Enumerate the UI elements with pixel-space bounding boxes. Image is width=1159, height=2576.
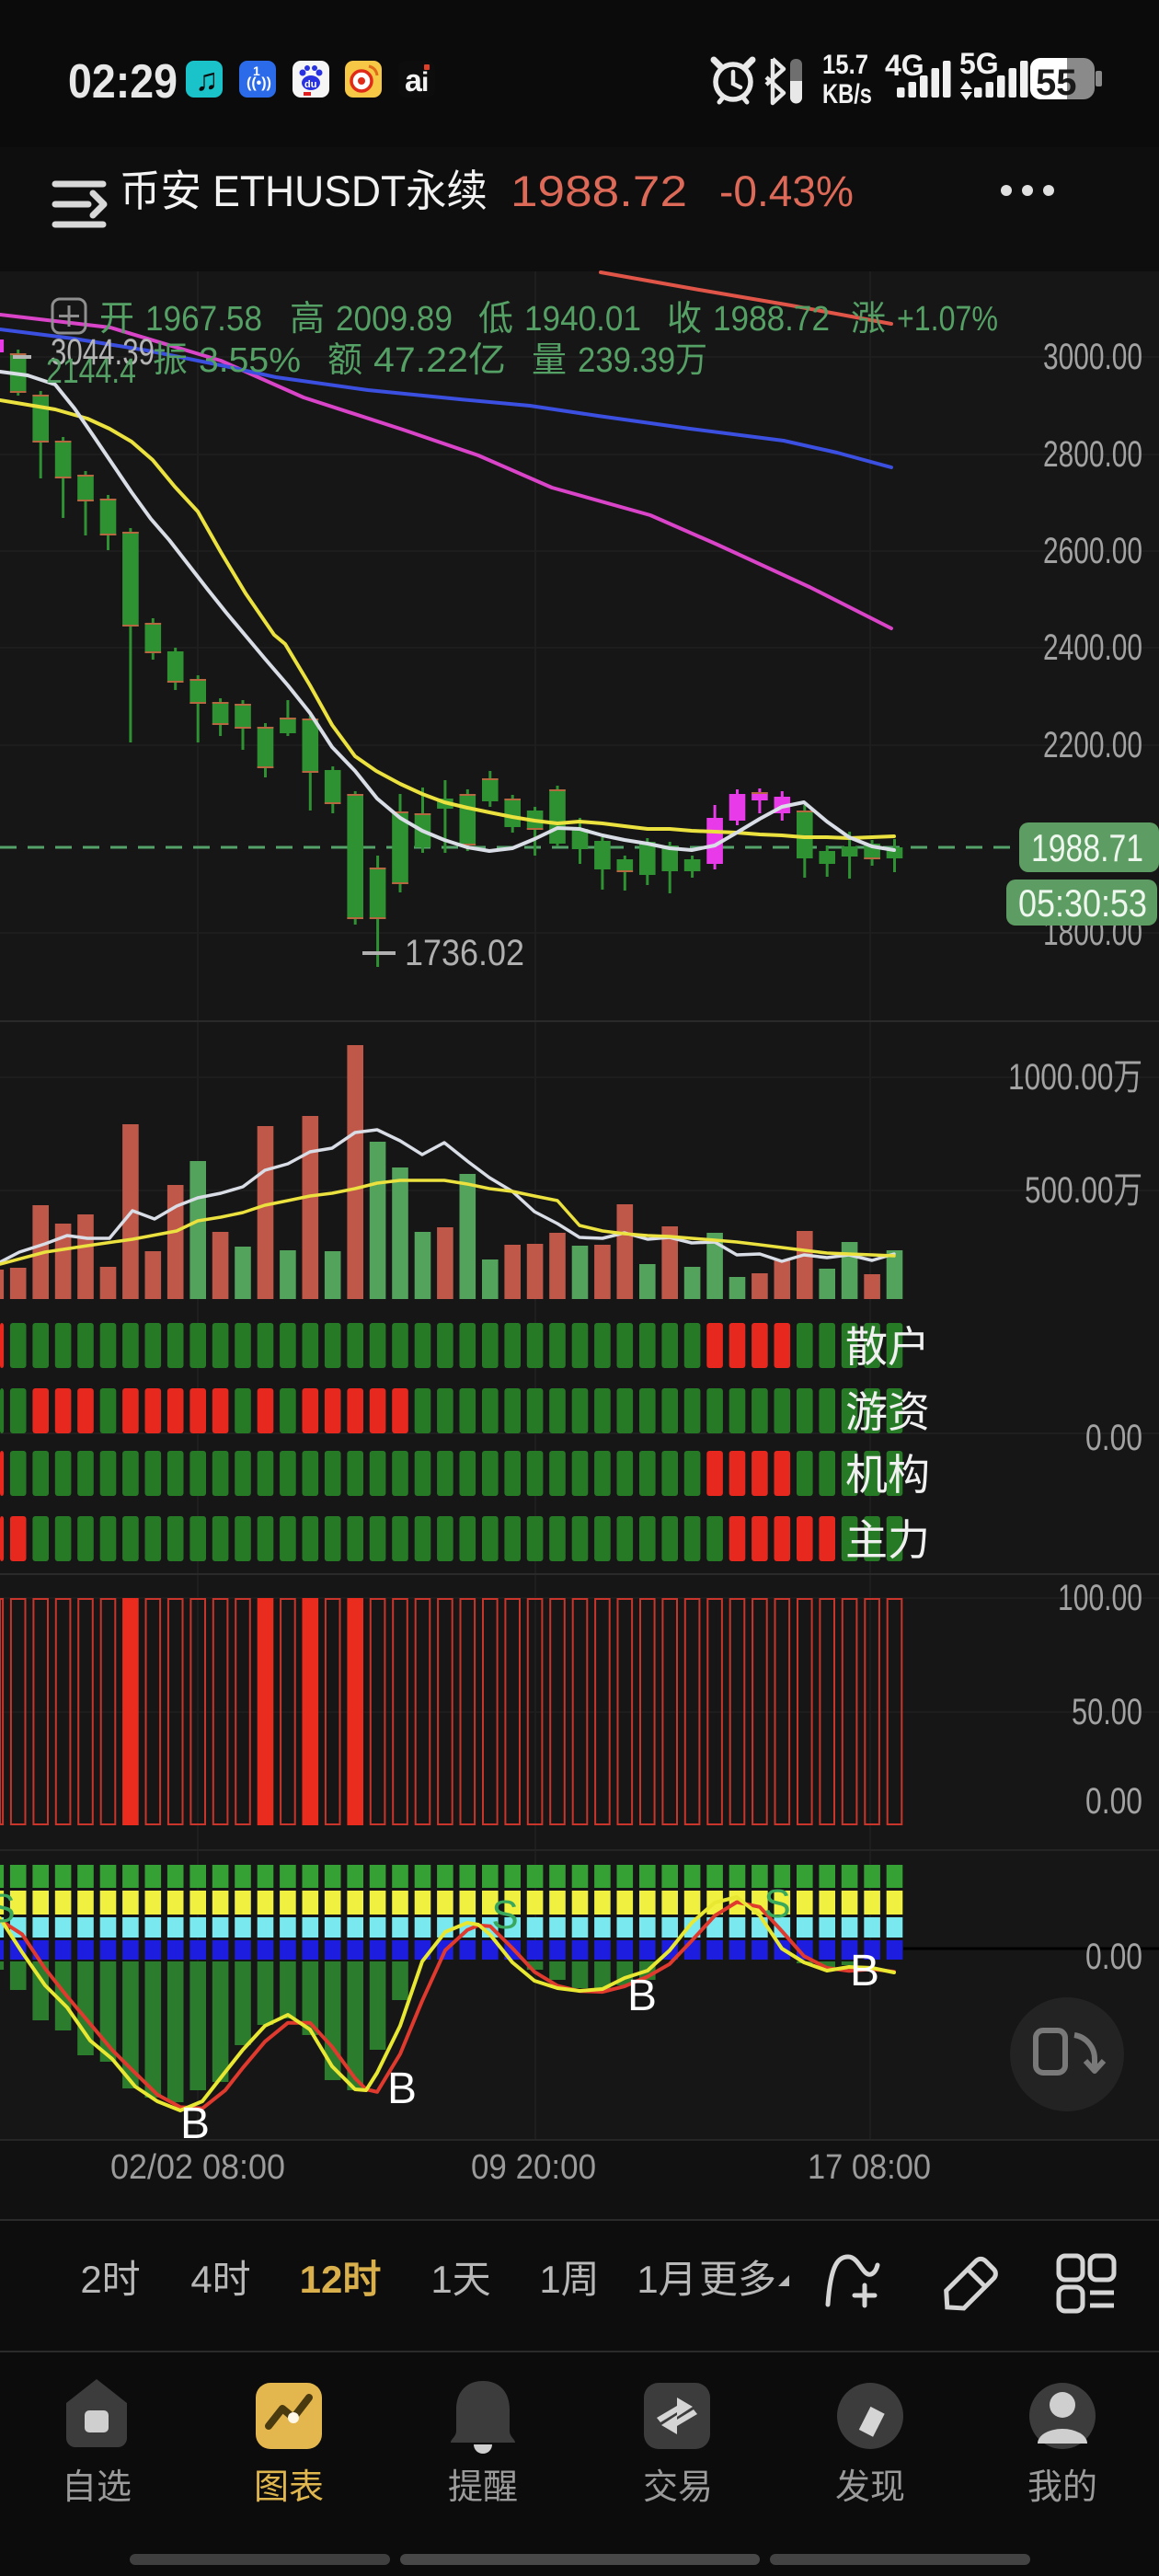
svg-text:2600.00: 2600.00: [1043, 531, 1142, 571]
svg-text:振: 振: [153, 341, 188, 380]
svg-text:量: 量: [532, 341, 567, 380]
svg-text:游资: 游资: [845, 1388, 930, 1436]
svg-text:更多: 更多: [699, 2258, 776, 2301]
svg-text:机构: 机构: [845, 1451, 930, 1499]
svg-text:币安 ETHUSDT永续: 币安 ETHUSDT永续: [120, 167, 488, 215]
svg-text:3044.39: 3044.39: [51, 332, 155, 373]
svg-text:图表: 图表: [254, 2468, 324, 2507]
svg-text:自选: 自选: [62, 2468, 132, 2507]
svg-text:((•)): ((•)): [247, 75, 271, 91]
svg-text:02:29: 02:29: [68, 55, 178, 109]
svg-text:高: 高: [290, 300, 325, 339]
svg-text:发现: 发现: [835, 2468, 905, 2507]
svg-text:1940.01: 1940.01: [524, 300, 641, 339]
svg-text:100.00: 100.00: [1058, 1578, 1142, 1618]
svg-text:2200.00: 2200.00: [1043, 725, 1142, 765]
svg-text:1967.58: 1967.58: [145, 300, 262, 339]
svg-text:2009.89: 2009.89: [336, 300, 453, 339]
svg-text:开: 开: [99, 300, 134, 339]
svg-text:1988.72: 1988.72: [511, 167, 687, 215]
svg-text:B: B: [850, 1947, 879, 1995]
svg-text:额: 额: [327, 341, 362, 380]
svg-text:02/02 08:00: 02/02 08:00: [110, 2148, 285, 2187]
svg-text:2800.00: 2800.00: [1043, 434, 1142, 475]
svg-text:B: B: [627, 1972, 657, 2020]
svg-text:47.22亿: 47.22亿: [373, 341, 506, 380]
svg-text:500.00万: 500.00万: [1025, 1170, 1142, 1211]
svg-text:4时: 4时: [190, 2258, 250, 2301]
svg-text:1月: 1月: [637, 2258, 696, 2301]
svg-text:B: B: [387, 2064, 417, 2113]
svg-text:2时: 2时: [80, 2258, 140, 2301]
svg-text:i: i: [421, 67, 429, 98]
svg-text:1736.02: 1736.02: [405, 933, 524, 973]
svg-text:12时: 12时: [300, 2258, 382, 2301]
svg-text:低: 低: [478, 300, 513, 339]
svg-text:2144.4: 2144.4: [46, 352, 136, 391]
svg-text:主力: 主力: [845, 1516, 930, 1564]
svg-text:1988.72: 1988.72: [713, 300, 830, 339]
svg-text:50.00: 50.00: [1072, 1692, 1142, 1732]
svg-text:du: du: [304, 79, 316, 90]
svg-text:S: S: [491, 1892, 518, 1938]
svg-text:05:30:53: 05:30:53: [1018, 881, 1147, 925]
svg-text:2400.00: 2400.00: [1043, 627, 1142, 668]
svg-text:-0.43%: -0.43%: [719, 167, 854, 215]
svg-text:09 20:00: 09 20:00: [471, 2148, 596, 2187]
svg-text:♫: ♫: [195, 63, 219, 98]
svg-text:17 08:00: 17 08:00: [808, 2148, 931, 2187]
svg-text:+1.07%: +1.07%: [897, 300, 998, 339]
svg-text:交易: 交易: [643, 2468, 713, 2507]
svg-text:1000.00万: 1000.00万: [1008, 1057, 1142, 1098]
svg-text:1天: 1天: [430, 2258, 490, 2301]
svg-text:1: 1: [253, 63, 260, 78]
svg-text:S: S: [0, 1886, 16, 1931]
svg-text:我的: 我的: [1027, 2468, 1097, 2507]
svg-text:散户: 散户: [845, 1323, 930, 1371]
svg-text:5G: 5G: [959, 47, 999, 80]
svg-text:0.00: 0.00: [1085, 1781, 1142, 1822]
svg-text:1988.71: 1988.71: [1031, 826, 1143, 869]
svg-text:B: B: [180, 2099, 210, 2148]
svg-text:3000.00: 3000.00: [1043, 337, 1142, 377]
svg-text:KB/s: KB/s: [822, 79, 872, 109]
svg-text:239.39万: 239.39万: [578, 341, 707, 380]
svg-text:3.55%: 3.55%: [199, 341, 301, 380]
svg-text:S: S: [763, 1881, 790, 1926]
svg-text:收: 收: [667, 300, 702, 339]
svg-text:a: a: [405, 63, 423, 98]
svg-text:涨: 涨: [851, 300, 886, 339]
svg-text:55: 55: [1036, 63, 1077, 103]
svg-text:15.7: 15.7: [822, 50, 868, 80]
svg-text:0.00: 0.00: [1085, 1937, 1142, 1977]
svg-text:0.00: 0.00: [1085, 1418, 1142, 1458]
svg-text:提醒: 提醒: [448, 2468, 518, 2507]
svg-text:1周: 1周: [539, 2258, 599, 2301]
svg-text:4G: 4G: [885, 49, 924, 82]
